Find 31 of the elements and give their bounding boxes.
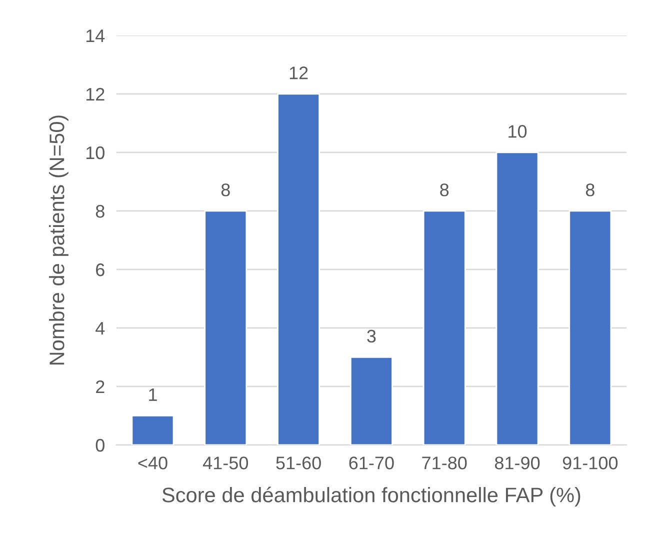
x-tick-label: 51-60	[276, 456, 321, 470]
x-tick-label: 81-90	[494, 456, 540, 470]
x-tick-label: 71-80	[422, 456, 467, 470]
data-label: 1	[149, 388, 157, 401]
bar	[568, 210, 612, 445]
data-label: 8	[586, 184, 594, 196]
bar	[131, 415, 174, 445]
y-tick-label: 2	[96, 380, 104, 394]
x-axis-title: Score de déambulation fonctionnelle FAP (%)	[162, 486, 580, 506]
data-label: 8	[440, 184, 449, 196]
bar	[277, 93, 320, 445]
bar	[496, 152, 539, 445]
data-label: 10	[508, 125, 527, 138]
y-tick-label: 8	[96, 204, 104, 218]
bar	[422, 210, 466, 445]
bar	[204, 210, 248, 445]
y-tick-label: 10	[86, 146, 104, 160]
x-tick-label: 91-100	[562, 456, 618, 470]
data-label: 12	[290, 66, 308, 80]
x-tick-label: 61-70	[349, 456, 394, 470]
x-tick-label: <40	[138, 456, 168, 470]
y-tick-label: 14	[86, 30, 105, 42]
y-tick-label: 12	[86, 88, 104, 101]
y-tick-label: 4	[96, 322, 105, 335]
y-tick-label: 0	[96, 438, 104, 452]
data-label: 3	[367, 330, 376, 343]
data-label: 8	[221, 184, 230, 196]
y-tick-label: 6	[96, 263, 104, 276]
x-tick-label: 41-50	[202, 456, 248, 470]
y-axis-title: Nombre de patients (N=50)	[49, 116, 68, 364]
bar	[350, 356, 393, 445]
